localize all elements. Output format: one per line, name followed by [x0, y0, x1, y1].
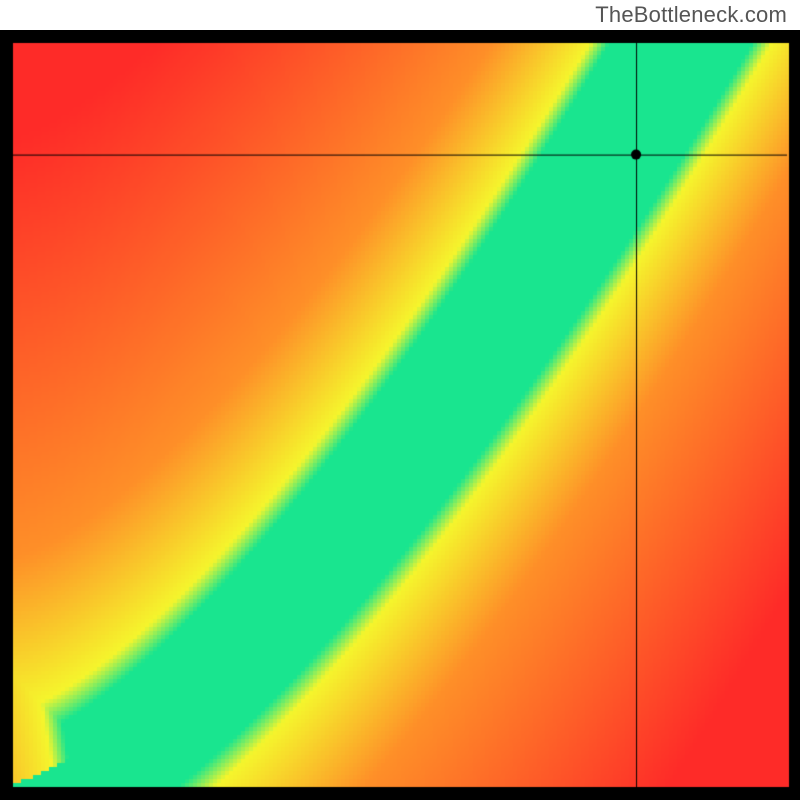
watermark-text: TheBottleneck.com: [595, 2, 787, 28]
bottleneck-heatmap: [0, 30, 800, 800]
